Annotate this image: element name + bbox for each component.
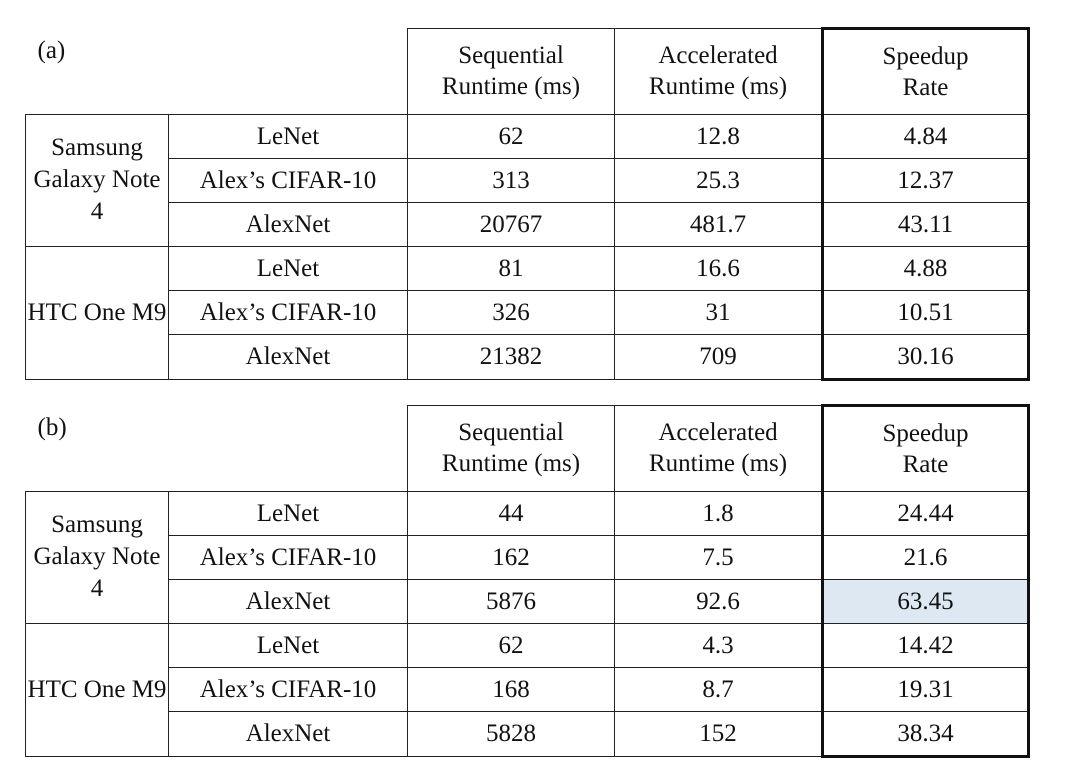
column-header: Speedup Rate <box>821 404 1030 492</box>
cell-value: 481.7 <box>614 201 823 247</box>
cell-value: 168 <box>407 666 615 712</box>
cell-value: 30.16 <box>821 333 1030 381</box>
column-header: Speedup Rate <box>821 27 1030 115</box>
model-name: LeNet <box>168 113 408 159</box>
data-row: HTC One M9 LeNet 81 16.6 4.88 <box>25 245 1030 380</box>
cell-value: 43.11 <box>821 201 1030 247</box>
cell-value: 20767 <box>407 201 615 247</box>
model-name: AlexNet <box>168 333 408 380</box>
header-line: Rate <box>902 73 949 101</box>
data-row: Samsung Galaxy Note 4 LeNet 44 1.8 24.44 <box>25 490 1030 624</box>
cell-value: 709 <box>614 333 823 380</box>
table-label: (b) <box>25 405 408 492</box>
data-row: AlexNet 20767 481.7 43.11 <box>26 201 1030 247</box>
header-line: Accelerated <box>658 419 778 447</box>
cell-value: 152 <box>614 710 823 757</box>
header-line: Accelerated <box>658 42 778 70</box>
header-row: (a) Sequential Runtime (ms) Accelerated Runt… <box>25 27 1030 115</box>
header-line: Sequential <box>458 419 564 447</box>
cell-value: 44 <box>407 490 615 536</box>
cell-value: 4.88 <box>821 245 1030 291</box>
cell-value: 5828 <box>407 710 615 757</box>
cell-value: 25.3 <box>614 157 823 203</box>
cell-value: 81 <box>407 245 615 291</box>
device-name: HTC One M9 <box>25 622 169 757</box>
model-name: AlexNet <box>168 710 408 757</box>
data-row: Samsung Galaxy Note 4 LeNet 62 12.8 4.84 <box>25 113 1030 247</box>
results-table: (b) Sequential Runtime (ms) Accelerated Runt… <box>25 404 1030 758</box>
cell-value: 162 <box>407 534 615 580</box>
header-line: Rate <box>902 450 949 478</box>
column-header: Accelerated Runtime (ms) <box>614 405 823 492</box>
cell-value: 10.51 <box>821 289 1030 335</box>
data-row: Alex’s CIFAR-10 168 8.7 19.31 <box>26 666 1030 712</box>
cell-value: 63.45 <box>821 578 1030 624</box>
model-name: Alex’s CIFAR-10 <box>168 534 408 580</box>
cell-value: 21382 <box>407 333 615 380</box>
table-label: (a) <box>25 28 408 115</box>
cell-value: 326 <box>407 289 615 335</box>
data-row: Alex’s CIFAR-10 326 31 10.51 <box>26 289 1030 335</box>
cell-value: 92.6 <box>614 578 823 624</box>
cell-value: 1.8 <box>614 490 823 536</box>
column-header: Accelerated Runtime (ms) <box>614 28 823 115</box>
model-name: LeNet <box>168 622 408 668</box>
model-name: LeNet <box>168 245 408 291</box>
model-name: LeNet <box>168 490 408 536</box>
model-name: AlexNet <box>168 578 408 624</box>
header-line: Runtime (ms) <box>441 450 581 478</box>
model-name: Alex’s CIFAR-10 <box>168 157 408 203</box>
model-name: AlexNet <box>168 201 408 247</box>
cell-value: 21.6 <box>821 534 1030 580</box>
header-line: Runtime (ms) <box>441 73 581 101</box>
data-row: AlexNet 5876 92.6 63.45 <box>26 578 1030 624</box>
data-row: AlexNet 5828 152 38.34 <box>26 710 1030 758</box>
data-row: Alex’s CIFAR-10 162 7.5 21.6 <box>26 534 1030 580</box>
header-line: Sequential <box>458 42 564 70</box>
model-name: Alex’s CIFAR-10 <box>168 666 408 712</box>
header-line: Speedup <box>882 42 969 70</box>
results-table: (a) Sequential Runtime (ms) Accelerated Runt… <box>25 27 1030 381</box>
header-line: Speedup <box>882 419 969 447</box>
cell-value: 24.44 <box>821 490 1030 536</box>
column-header: Sequential Runtime (ms) <box>407 405 615 492</box>
cell-value: 7.5 <box>614 534 823 580</box>
device-name: HTC One M9 <box>25 245 169 380</box>
data-row: AlexNet 21382 709 30.16 <box>26 333 1030 381</box>
data-row: HTC One M9 LeNet 62 4.3 14.42 <box>25 622 1030 757</box>
column-header: Sequential Runtime (ms) <box>407 28 615 115</box>
cell-value: 62 <box>407 113 615 159</box>
cell-value: 38.34 <box>821 710 1030 758</box>
cell-value: 8.7 <box>614 666 823 712</box>
header-line: Runtime (ms) <box>648 450 788 478</box>
model-name: Alex’s CIFAR-10 <box>168 289 408 335</box>
device-name: Samsung Galaxy Note 4 <box>25 490 169 624</box>
cell-value: 4.84 <box>821 113 1030 159</box>
cell-value: 19.31 <box>821 666 1030 712</box>
cell-value: 31 <box>614 289 823 335</box>
cell-value: 62 <box>407 622 615 668</box>
header-row: (b) Sequential Runtime (ms) Accelerated Runt… <box>25 404 1030 492</box>
device-name: Samsung Galaxy Note 4 <box>25 113 169 247</box>
cell-value: 5876 <box>407 578 615 624</box>
cell-value: 12.37 <box>821 157 1030 203</box>
header-line: Runtime (ms) <box>648 73 788 101</box>
cell-value: 16.6 <box>614 245 823 291</box>
cell-value: 313 <box>407 157 615 203</box>
cell-value: 4.3 <box>614 622 823 668</box>
cell-value: 14.42 <box>821 622 1030 668</box>
cell-value: 12.8 <box>614 113 823 159</box>
data-row: Alex’s CIFAR-10 313 25.3 12.37 <box>26 157 1030 203</box>
